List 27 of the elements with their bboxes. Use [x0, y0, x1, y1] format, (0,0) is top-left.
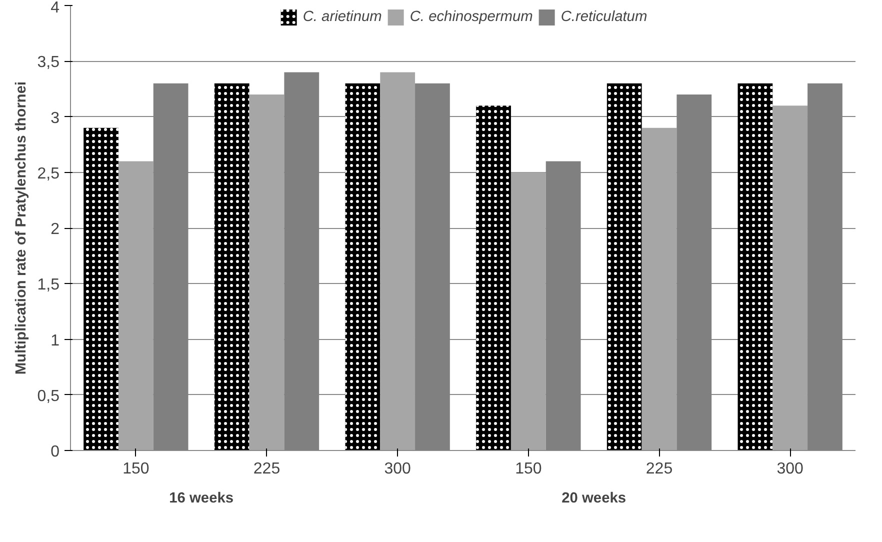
legend-label: C. arietinum — [302, 9, 382, 25]
bar — [772, 106, 808, 450]
y-tick-label: 2 — [50, 221, 60, 238]
x-tick-label: 150 — [515, 460, 542, 478]
x-tick-label: 225 — [253, 460, 280, 478]
text: 16 weeks — [169, 490, 234, 506]
legend-label: C. echinospermum — [410, 9, 533, 25]
x-tick-label: 300 — [384, 460, 412, 478]
legend-label: C.reticulatum — [560, 9, 648, 25]
x-tick-label: 150 — [122, 460, 150, 478]
bar — [118, 161, 154, 450]
bar — [249, 94, 284, 450]
y-tick-label: 3,5 — [37, 54, 60, 72]
bar — [380, 72, 416, 450]
y-tick-label: 1 — [50, 332, 60, 350]
y-tick-label: 0 — [50, 444, 60, 460]
y-tick-label: 3 — [50, 110, 60, 127]
y-tick-label: 2,5 — [37, 165, 60, 182]
y-tick-label: 0,5 — [37, 388, 60, 405]
y-tick-label: 4 — [50, 0, 60, 16]
x-tick-label: 300 — [776, 460, 804, 478]
y-axis-title: Multiplication rate of Pratylenchus thornei — [13, 81, 30, 375]
bar — [510, 172, 546, 450]
text: 20 weeks — [562, 490, 626, 506]
y-tick-label: 1,5 — [37, 276, 60, 294]
x-tick-label: 225 — [646, 460, 673, 478]
bar — [642, 128, 677, 450]
